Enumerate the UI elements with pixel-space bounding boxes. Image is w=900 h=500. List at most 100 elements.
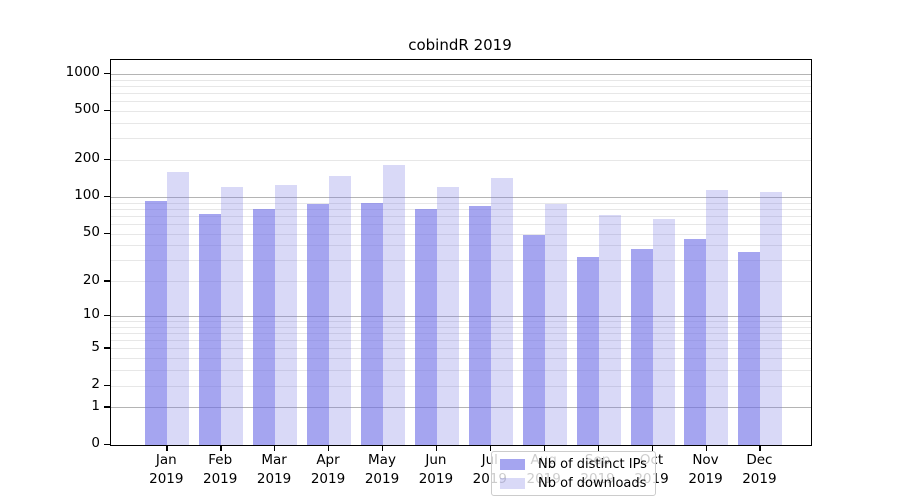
gridline-minor — [111, 385, 811, 387]
x-tick-mark — [705, 444, 707, 451]
gridline-minor — [111, 326, 811, 328]
x-tick-label-may: May 2019 — [364, 451, 400, 487]
gridline-minor — [111, 224, 811, 225]
legend-label-downloads: Nb of downloads — [538, 475, 647, 491]
x-tick-label-apr: Apr 2019 — [310, 451, 346, 487]
downloads-bar-jun — [436, 187, 459, 445]
plot-area: Nb of distinct IPs Nb of downloads — [110, 59, 812, 496]
y-tick-mark — [104, 443, 110, 445]
distinct-ips-bar-jun — [414, 209, 437, 445]
y-tick-mark — [104, 280, 110, 282]
x-tick-mark — [759, 444, 761, 451]
gridline-minor — [111, 233, 811, 235]
gridline-minor — [111, 123, 811, 124]
gridline-minor — [111, 93, 811, 94]
x-tick-mark — [220, 444, 222, 451]
x-tick-label-jun: Jun 2019 — [418, 451, 454, 487]
x-tick-label-dec: Dec 2019 — [742, 451, 777, 487]
y-tick-label: 2 — [91, 375, 100, 392]
gridline-minor — [111, 215, 811, 217]
gridline-major — [111, 315, 811, 317]
gridline-major — [111, 196, 811, 198]
x-tick-mark — [166, 444, 168, 451]
downloads-swatch — [500, 477, 525, 489]
x-tick-label-nov: Nov 2019 — [688, 451, 723, 487]
gridline-minor — [111, 85, 811, 87]
gridline-minor — [111, 321, 811, 322]
y-tick-mark — [104, 72, 110, 75]
x-tick-mark — [489, 444, 492, 451]
distinct-ips-swatch — [500, 458, 525, 470]
x-tick-label-mar: Mar 2019 — [256, 451, 292, 487]
downloads-bar-sep — [598, 215, 621, 445]
gridline-minor — [111, 348, 811, 350]
gridline-minor — [111, 202, 811, 204]
gridline-minor — [111, 208, 811, 210]
gridline-minor — [111, 340, 811, 342]
y-tick-label: 20 — [82, 271, 100, 288]
chart-title: cobindR 2019 — [408, 36, 512, 54]
downloads-bar-aug — [544, 203, 567, 445]
downloads-bar-feb — [221, 187, 244, 445]
gridline-minor — [111, 111, 811, 112]
downloads-bar-apr — [329, 175, 351, 445]
gridline-minor — [111, 358, 811, 360]
y-tick-label: 100 — [74, 187, 100, 204]
downloads-bar-nov — [706, 190, 729, 445]
distinct-ips-bar-oct — [630, 249, 653, 445]
downloads-bar-mar — [275, 185, 298, 445]
x-tick-mark — [543, 444, 546, 451]
distinct-ips-bar-dec — [738, 252, 761, 445]
distinct-ips-bar-jul — [468, 206, 491, 445]
y-tick-label: 10 — [82, 306, 100, 323]
y-tick-label: 50 — [82, 223, 100, 240]
distinct-ips-bar-aug — [522, 234, 545, 445]
y-tick-mark — [104, 384, 110, 386]
gridline-minor — [111, 333, 811, 334]
gridline-minor — [111, 79, 811, 81]
y-tick-label: 500 — [74, 101, 100, 118]
x-tick-mark — [274, 444, 276, 451]
y-tick-label: 0 — [91, 434, 100, 451]
gridline-minor — [111, 281, 811, 283]
gridline-minor — [111, 138, 811, 140]
y-tick-mark — [104, 159, 110, 161]
x-tick-mark — [435, 444, 438, 451]
y-tick-mark — [104, 347, 110, 349]
y-tick-mark — [104, 110, 110, 112]
distinct-ips-bar-nov — [684, 239, 707, 445]
y-tick-mark — [104, 195, 110, 198]
legend-entry-downloads: Nb of downloads — [500, 476, 655, 491]
distinct-ips-bar-may — [361, 202, 383, 445]
distinct-ips-bar-mar — [253, 208, 276, 445]
x-tick-mark — [651, 444, 653, 451]
x-tick-mark — [382, 444, 384, 451]
x-tick-label-feb: Feb 2019 — [203, 451, 238, 487]
x-tick-mark — [328, 444, 330, 451]
distinct-ips-bar-jan — [145, 200, 168, 445]
y-tick-label: 5 — [91, 338, 100, 355]
x-tick-label-jan: Jan 2019 — [149, 451, 184, 487]
gridline-minor — [111, 101, 811, 103]
gridline-minor — [111, 160, 811, 161]
y-tick-mark — [104, 406, 110, 408]
gridline-minor — [111, 370, 811, 372]
downloads-bar-jul — [490, 177, 513, 445]
distinct-ips-bar-apr — [307, 204, 329, 445]
downloads-bar-may — [383, 165, 405, 445]
x-tick-mark — [597, 444, 599, 451]
legend: Nb of distinct IPs Nb of downloads — [491, 451, 656, 496]
gridline-minor — [111, 260, 811, 262]
legend-entry-distinct-ips: Nb of distinct IPs — [500, 457, 655, 472]
gridline-major — [111, 407, 811, 409]
gridline-minor — [111, 245, 811, 247]
legend-label-distinct-ips: Nb of distinct IPs — [538, 456, 647, 472]
downloads-bar-jan — [167, 171, 190, 445]
y-tick-label: 1 — [91, 397, 100, 414]
distinct-ips-bar-sep — [576, 256, 599, 445]
y-tick-label: 1000 — [65, 64, 100, 81]
y-tick-label: 200 — [74, 150, 100, 167]
y-tick-mark — [104, 232, 110, 234]
downloads-bar-oct — [652, 218, 675, 445]
